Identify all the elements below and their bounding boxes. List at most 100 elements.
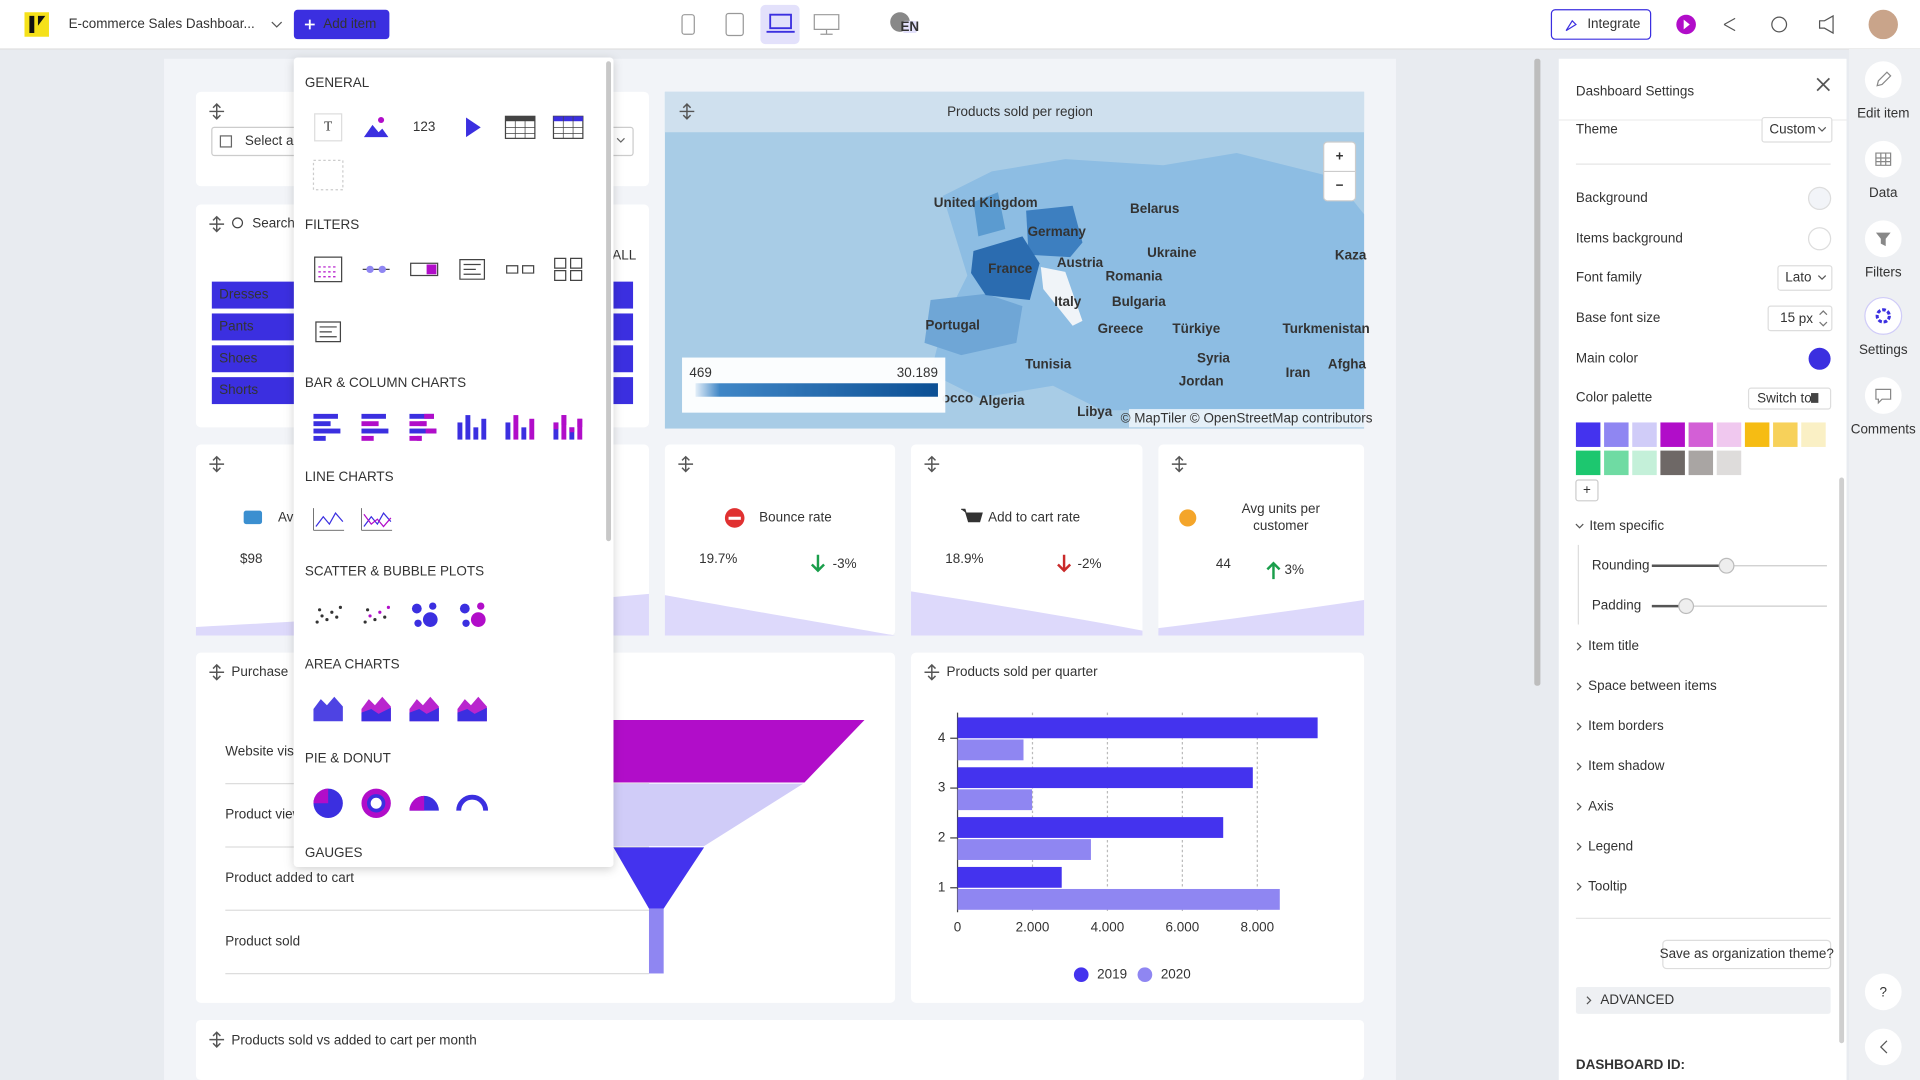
- rail-button[interactable]: [1864, 61, 1902, 98]
- menu-icon[interactable]: [459, 258, 486, 280]
- palette-swatch[interactable]: [1773, 422, 1798, 447]
- palette-swatch[interactable]: [1688, 450, 1714, 476]
- menu-icon[interactable]: [457, 696, 487, 722]
- section-toggle[interactable]: Item shadow: [1588, 758, 1665, 773]
- menu-icon[interactable]: [505, 415, 535, 440]
- menu-icon[interactable]: [410, 262, 439, 277]
- palette-swatch[interactable]: [1604, 450, 1629, 476]
- palette-swatch[interactable]: [1716, 422, 1742, 447]
- settings-close[interactable]: [1816, 77, 1830, 92]
- move-handle[interactable]: [924, 455, 940, 473]
- menu-icon[interactable]: [466, 117, 481, 138]
- menu-icon[interactable]: [456, 794, 489, 811]
- move-handle[interactable]: [1171, 455, 1187, 473]
- map-zoom-out[interactable]: −: [1336, 178, 1344, 193]
- move-handle[interactable]: [678, 455, 694, 473]
- section-toggle[interactable]: Item borders: [1588, 718, 1664, 733]
- palette-swatch[interactable]: [1744, 422, 1770, 447]
- rail-button[interactable]: [1864, 140, 1902, 178]
- menu-icon[interactable]: [457, 415, 487, 440]
- menu-icon[interactable]: [411, 602, 438, 627]
- menu-icon[interactable]: [315, 605, 343, 624]
- move-handle[interactable]: [209, 215, 225, 233]
- advanced-toggle[interactable]: [1575, 986, 1831, 1014]
- menu-icon[interactable]: [315, 321, 342, 343]
- palette-swatch[interactable]: [1632, 450, 1657, 476]
- add-item-button[interactable]: [293, 9, 390, 40]
- palette-swatch[interactable]: [1801, 422, 1826, 447]
- user-avatar[interactable]: [1868, 9, 1898, 40]
- palette-swatch[interactable]: [1604, 422, 1629, 447]
- integrate-button[interactable]: [1550, 9, 1652, 40]
- move-handle[interactable]: [209, 103, 225, 120]
- menu-icon[interactable]: [361, 696, 391, 722]
- move-handle[interactable]: [209, 663, 225, 681]
- setting-select[interactable]: [1777, 265, 1833, 291]
- save-theme-button[interactable]: [1662, 939, 1832, 970]
- rail-button[interactable]: [1864, 296, 1903, 335]
- menu-icon[interactable]: [459, 602, 486, 627]
- history-icon[interactable]: [1771, 16, 1788, 33]
- section-toggle[interactable]: Tooltip: [1588, 878, 1627, 893]
- menu-icon[interactable]: [361, 413, 389, 441]
- color-picker[interactable]: [1807, 227, 1832, 251]
- menu-icon[interactable]: [363, 605, 391, 624]
- section-toggle[interactable]: Item specific: [1589, 518, 1664, 533]
- palette-swatch[interactable]: [1632, 422, 1657, 447]
- move-handle[interactable]: [209, 1031, 225, 1048]
- palette-swatch[interactable]: [1575, 422, 1601, 447]
- share-icon[interactable]: [1723, 17, 1736, 32]
- setting-select[interactable]: [1761, 116, 1833, 143]
- palette-swatch[interactable]: [1575, 450, 1601, 476]
- palette-swatch[interactable]: [1688, 422, 1714, 447]
- menu-icon[interactable]: [554, 257, 583, 282]
- menu-icon[interactable]: [553, 415, 583, 440]
- select-all[interactable]: ALL: [612, 247, 636, 262]
- menu-icon[interactable]: [362, 265, 390, 274]
- menu-icon[interactable]: [312, 159, 344, 191]
- menu-icon[interactable]: [313, 788, 343, 818]
- rail-button[interactable]: [1864, 377, 1902, 414]
- color-picker[interactable]: [1807, 186, 1832, 210]
- menu-icon[interactable]: [313, 508, 345, 531]
- menu-icon[interactable]: [409, 696, 439, 722]
- collapse-button[interactable]: [1864, 1028, 1902, 1066]
- map-zoom-in[interactable]: +: [1336, 148, 1344, 163]
- device-laptop[interactable]: [766, 13, 795, 33]
- section-toggle[interactable]: Axis: [1588, 798, 1614, 813]
- slider-thumb[interactable]: [1718, 557, 1735, 574]
- menu-icon[interactable]: [361, 508, 393, 531]
- device-tablet[interactable]: [725, 12, 744, 37]
- menu-icon[interactable]: 123: [413, 119, 435, 134]
- help-button[interactable]: [1864, 973, 1902, 1011]
- menu-icon[interactable]: [506, 265, 535, 274]
- menu-icon[interactable]: T: [314, 113, 343, 142]
- move-handle[interactable]: [679, 103, 695, 120]
- move-handle[interactable]: [924, 663, 940, 681]
- menu-icon[interactable]: [363, 116, 389, 138]
- palette-swatch[interactable]: [1660, 450, 1685, 476]
- add-color-button[interactable]: [1575, 479, 1599, 502]
- menu-icon[interactable]: [313, 413, 341, 441]
- menu-icon[interactable]: [361, 788, 391, 818]
- menu-icon[interactable]: [504, 115, 536, 139]
- color-picker[interactable]: [1808, 347, 1831, 370]
- device-desktop[interactable]: [813, 14, 840, 35]
- menu-icon[interactable]: [552, 115, 584, 139]
- dashboard-title[interactable]: E-commerce Sales Dashboar...: [69, 16, 255, 31]
- switch-palette-button[interactable]: [1747, 387, 1832, 410]
- slider-thumb[interactable]: [1678, 598, 1695, 615]
- section-toggle[interactable]: Item title: [1588, 638, 1639, 653]
- section-toggle[interactable]: Legend: [1588, 838, 1633, 853]
- announce-icon[interactable]: [1818, 14, 1834, 35]
- menu-icon[interactable]: [409, 795, 439, 811]
- menu-icon[interactable]: [314, 256, 343, 283]
- palette-swatch[interactable]: [1660, 422, 1685, 447]
- device-phone[interactable]: [681, 14, 695, 35]
- menu-icon[interactable]: [409, 413, 437, 441]
- move-handle[interactable]: [209, 455, 225, 473]
- palette-swatch[interactable]: [1716, 450, 1742, 476]
- menu-icon[interactable]: [313, 696, 343, 722]
- section-toggle[interactable]: Space between items: [1588, 678, 1717, 693]
- font-size-input[interactable]: [1767, 305, 1833, 332]
